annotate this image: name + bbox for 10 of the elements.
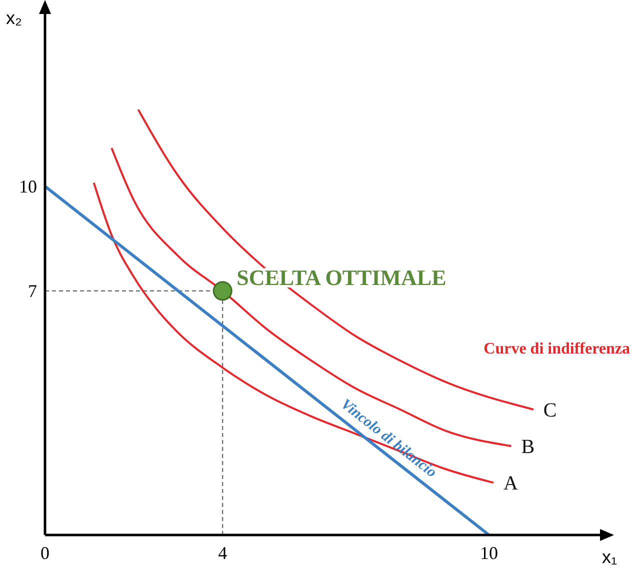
x-tick-label: 0 xyxy=(40,543,50,563)
annotation: Curve di indifferenza xyxy=(484,340,630,358)
x-axis-title: x₁ xyxy=(602,547,618,567)
series-label: B xyxy=(521,436,535,458)
series-label: C xyxy=(543,399,557,422)
y-axis-title: x₂ xyxy=(6,8,22,28)
x-tick-label: 4 xyxy=(218,543,228,563)
y-tick-label: 7 xyxy=(28,280,37,301)
x-tick-label: 10 xyxy=(480,543,498,563)
series-label: A xyxy=(503,472,518,495)
